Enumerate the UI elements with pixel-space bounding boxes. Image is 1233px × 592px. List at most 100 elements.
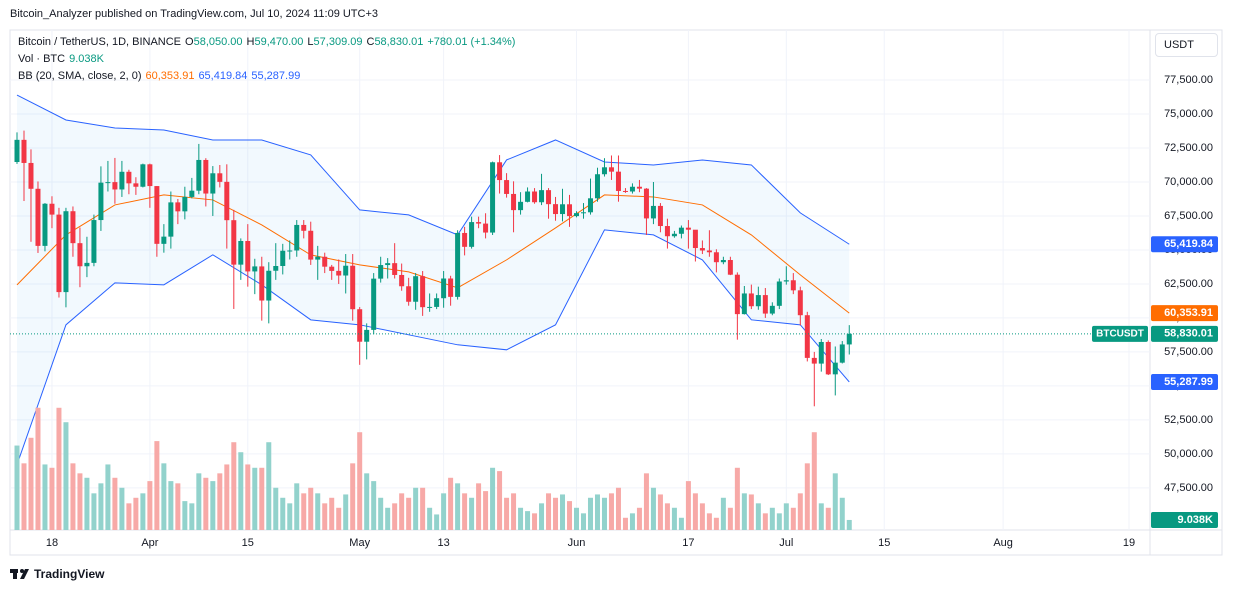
candle-body: [259, 266, 265, 301]
candle-body: [797, 290, 803, 316]
candle-body: [671, 233, 677, 237]
candle-body: [14, 139, 20, 163]
candle-body: [699, 248, 705, 251]
volume-bar: [643, 473, 649, 530]
volume-bar: [769, 507, 775, 530]
legend-row: Bitcoin / TetherUS, 1D, BINANCE O58,050.…: [18, 36, 515, 48]
candle-body: [420, 276, 426, 308]
volume-bar: [371, 481, 377, 530]
bands-value: 60,353.91: [145, 70, 195, 82]
volume-bar: [462, 493, 468, 530]
volume-bar: [539, 503, 545, 530]
plot: [10, 94, 1150, 530]
volume-bar: [587, 497, 593, 530]
candle-body: [252, 266, 258, 272]
volume-bar: [49, 467, 55, 530]
candle-body: [364, 329, 370, 342]
x-tick-label: 17: [682, 537, 694, 549]
x-tick-label: 15: [878, 537, 890, 549]
candle-body: [224, 181, 230, 221]
volume-bar: [727, 507, 733, 530]
currency-button[interactable]: USDT: [1155, 33, 1218, 57]
volume-bar: [441, 493, 447, 530]
volume-bar: [147, 481, 153, 530]
candle-body: [804, 315, 810, 358]
candle-body: [685, 227, 691, 230]
candle-body: [469, 222, 475, 247]
candle-body: [825, 341, 831, 375]
candle-body: [245, 240, 251, 272]
volume-bar: [699, 503, 705, 530]
y-tick-label: 57,500.00: [1164, 346, 1213, 358]
volume-bar: [42, 464, 48, 530]
candle-body: [238, 240, 244, 265]
y-tick-label: 50,000.00: [1164, 448, 1213, 460]
y-tick-label: 52,500.00: [1164, 414, 1213, 426]
candle-body: [112, 182, 118, 190]
candle-body: [287, 250, 293, 252]
volume-bar: [650, 487, 656, 530]
volume-name: Vol · BTC: [18, 53, 66, 65]
volume-bar: [476, 483, 482, 530]
volume-bar: [126, 503, 132, 530]
bands-value: 55,287.99: [251, 70, 301, 82]
candle-body: [664, 226, 670, 237]
volume-bar: [210, 481, 216, 530]
candle-body: [497, 162, 503, 181]
candle-body: [336, 270, 342, 276]
x-tick-label: Aug: [993, 537, 1013, 549]
x-tick-label: 18: [46, 537, 58, 549]
volume-bar: [392, 503, 398, 530]
volume-bar: [657, 494, 663, 530]
volume-bar: [154, 441, 160, 530]
volume-bar: [608, 493, 614, 530]
volume-value-label: 9.038K: [1178, 514, 1214, 526]
bands-value: 65,419.84: [198, 70, 248, 82]
ohlc-name: C: [366, 36, 375, 48]
volume-bar: [734, 467, 740, 530]
volume-bar: [224, 464, 230, 530]
volume-bar: [182, 501, 188, 530]
candle-body: [98, 182, 104, 221]
candle-body: [329, 266, 335, 271]
candle-body: [441, 278, 447, 299]
candle-body: [322, 256, 328, 267]
volume-bar: [56, 407, 62, 530]
ohlc-value: 58,830.01: [374, 36, 424, 48]
candle-body: [567, 204, 573, 217]
y-tick-label: 67,500.00: [1164, 210, 1213, 222]
volume-bar: [483, 491, 489, 530]
volume-legend: Vol · BTC 9.038K: [18, 53, 104, 65]
candle-body: [818, 341, 824, 364]
volume-bar: [629, 513, 635, 530]
volume-bar: [287, 503, 293, 530]
volume-bar: [273, 487, 279, 530]
candle-body: [434, 298, 440, 307]
y-tick-label: 47,500.00: [1164, 482, 1213, 494]
candle-body: [560, 204, 566, 215]
volume-bar: [594, 494, 600, 530]
volume-bar: [713, 517, 719, 530]
candle-body: [553, 204, 559, 215]
candle-body: [126, 171, 132, 184]
volume-bar: [63, 422, 69, 530]
candle-body: [91, 220, 97, 263]
band-line: [16, 94, 850, 245]
volume-bar: [140, 493, 146, 530]
candle-body: [462, 232, 468, 247]
volume-bar: [846, 519, 852, 530]
candle-body: [518, 201, 524, 211]
volume-bar: [692, 493, 698, 530]
candle-body: [755, 295, 761, 307]
bands-name: BB (20, SMA, close, 2, 0): [18, 70, 142, 82]
y-tick-label: 75,000.00: [1164, 108, 1213, 120]
candle-body: [678, 227, 684, 234]
candle-body: [175, 202, 181, 212]
volume-bar: [811, 432, 817, 530]
ohlc: L57,309.09: [307, 36, 362, 48]
candle-body: [378, 265, 384, 279]
volume-bar: [671, 507, 677, 530]
volume-bar: [119, 487, 125, 530]
candle-body: [273, 265, 279, 271]
volume-bar: [161, 463, 167, 530]
